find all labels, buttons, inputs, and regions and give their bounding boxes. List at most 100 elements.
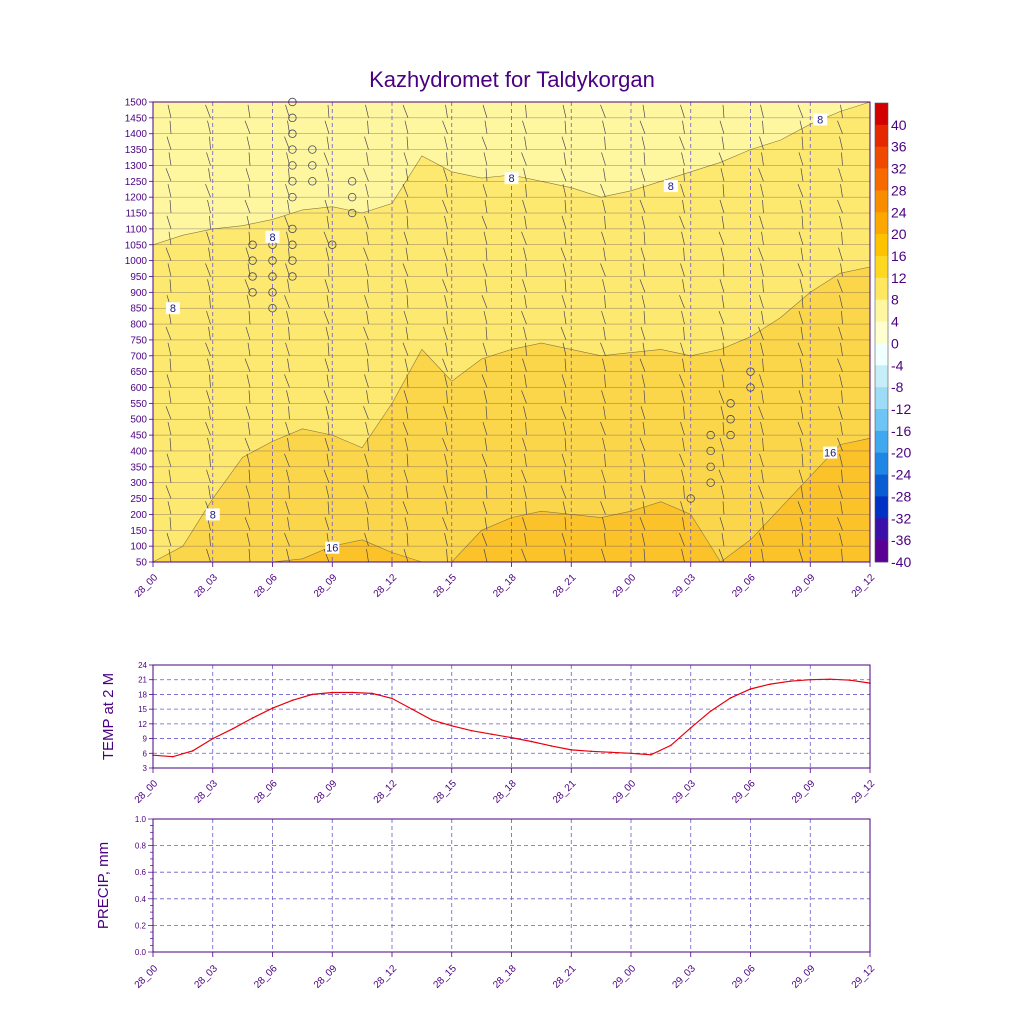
- wind-barb: [759, 533, 764, 547]
- wind-barb: [799, 517, 804, 531]
- wind-barb: [405, 326, 409, 340]
- wind-barb: [682, 279, 685, 293]
- wind-barb: [169, 279, 172, 293]
- calm-wind-circle: [308, 145, 317, 154]
- cross-section-x-tick-label: 28_12: [372, 572, 400, 600]
- wind-barb: [484, 279, 488, 293]
- temp-point: [351, 691, 353, 694]
- wind-barb: [600, 342, 606, 356]
- wind-barb: [443, 168, 448, 182]
- wind-barb: [643, 469, 646, 483]
- colorbar-swatch: [875, 234, 888, 257]
- wind-barb: [323, 548, 330, 563]
- wind-barb: [801, 374, 804, 388]
- wind-barb: [604, 215, 606, 229]
- wind-barb: [643, 152, 646, 166]
- wind-barb: [442, 517, 448, 531]
- y-tick-label: 1500: [125, 98, 148, 109]
- wind-barb: [600, 184, 606, 198]
- colorbar-label: 28: [891, 182, 907, 198]
- wind-barb: [722, 184, 725, 198]
- wind-barb: [245, 326, 251, 341]
- wind-barb: [602, 517, 606, 531]
- y-tick-label: 700: [130, 351, 147, 362]
- colorbar-swatch: [875, 124, 888, 148]
- y-tick-label: 1200: [125, 193, 148, 204]
- colorbar-label: -36: [891, 532, 911, 548]
- wind-barb: [797, 501, 804, 515]
- wind-barb: [288, 406, 290, 420]
- wind-barb: [402, 104, 409, 118]
- wind-barb: [167, 184, 172, 198]
- contour-label: 8: [170, 303, 176, 315]
- temp-x-tick-label: 29_09: [790, 778, 818, 806]
- calm-wind-circle: [347, 192, 357, 202]
- wind-barb: [682, 199, 685, 214]
- wind-barb: [601, 152, 606, 166]
- wind-barb: [641, 533, 646, 547]
- wind-barb: [839, 374, 843, 388]
- wind-barb: [402, 501, 409, 515]
- wind-barb: [367, 437, 369, 451]
- wind-barb: [286, 310, 290, 325]
- wind-barb: [206, 390, 211, 404]
- wind-barb: [643, 548, 646, 563]
- temp-point: [271, 707, 274, 709]
- y-tick-label: 300: [130, 478, 147, 489]
- y-tick-label: 750: [130, 335, 147, 346]
- y-tick-label: 50: [136, 558, 148, 569]
- wind-barb: [721, 136, 725, 150]
- wind-barb: [208, 168, 211, 182]
- wind-barb: [247, 342, 251, 356]
- wind-barb: [604, 533, 606, 547]
- wind-barb: [722, 501, 725, 515]
- calm-wind-circle: [726, 430, 735, 440]
- cross-section-x-tick-label: 28_00: [133, 572, 161, 600]
- precip-x-tick-label: 29_03: [670, 963, 698, 991]
- wind-barb: [366, 548, 369, 563]
- calm-wind-circle: [686, 494, 695, 503]
- temp-point: [590, 750, 592, 753]
- wind-barb: [364, 453, 369, 467]
- wind-barb: [640, 406, 646, 420]
- wind-barb: [759, 215, 764, 229]
- wind-barb: [205, 421, 211, 436]
- cross-section-x-tick-label: 29_06: [730, 572, 758, 600]
- wind-barb: [287, 199, 290, 214]
- wind-barb: [761, 152, 764, 166]
- calm-wind-circle: [746, 383, 755, 392]
- wind-barb: [718, 310, 725, 325]
- wind-barb: [679, 136, 685, 150]
- wind-barb: [168, 152, 172, 166]
- wind-barb: [446, 231, 448, 245]
- wind-barb: [406, 136, 409, 150]
- wind-barb: [483, 231, 488, 245]
- temp-point: [371, 692, 373, 695]
- wind-barb: [365, 501, 369, 515]
- calm-wind-circle: [288, 240, 297, 249]
- wind-barb: [718, 469, 725, 483]
- wind-barb: [524, 453, 527, 467]
- wind-barb: [446, 469, 448, 483]
- wind-barb: [445, 422, 448, 436]
- colorbar-label: -28: [891, 488, 911, 504]
- y-tick-label: 0.0: [135, 948, 147, 957]
- wind-barb: [367, 120, 369, 134]
- wind-barb: [481, 215, 488, 230]
- temp-point: [450, 725, 453, 727]
- calm-wind-circle: [288, 177, 297, 186]
- calm-wind-circle: [347, 177, 357, 186]
- wind-barb: [720, 406, 725, 420]
- temp-x-tick-label: 29_03: [670, 778, 698, 806]
- wind-barb: [208, 485, 211, 499]
- wind-barb: [680, 104, 685, 118]
- wind-barb: [248, 311, 251, 325]
- y-tick-label: 21: [138, 676, 147, 685]
- wind-barb: [800, 406, 804, 420]
- temp-point: [530, 740, 533, 743]
- y-tick-label: 1350: [125, 145, 148, 156]
- wind-barb: [367, 517, 369, 531]
- wind-barb: [641, 136, 646, 150]
- wind-barb: [721, 374, 725, 388]
